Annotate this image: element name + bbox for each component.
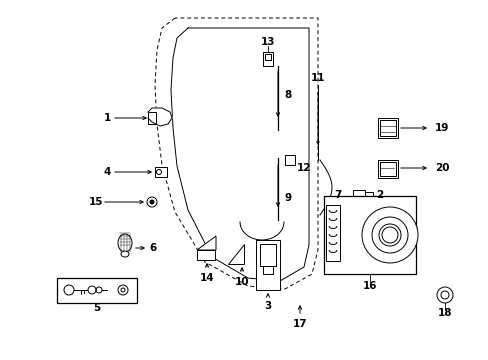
Bar	[57, 278, 137, 302]
Circle shape	[436, 287, 452, 303]
Circle shape	[150, 200, 154, 204]
Circle shape	[371, 217, 407, 253]
Text: 5: 5	[93, 303, 101, 313]
Bar	[197, 250, 215, 260]
Bar	[148, 112, 156, 124]
Text: 19: 19	[434, 123, 448, 133]
Text: 6: 6	[149, 243, 156, 253]
Bar	[263, 52, 272, 66]
Text: 2: 2	[376, 190, 383, 200]
Text: 4: 4	[103, 167, 110, 177]
Bar	[256, 240, 280, 290]
Bar	[263, 266, 272, 274]
Polygon shape	[148, 108, 172, 126]
Text: 15: 15	[88, 197, 103, 207]
Text: 11: 11	[310, 73, 325, 83]
Bar	[379, 120, 395, 136]
Text: 8: 8	[284, 90, 291, 100]
Bar	[379, 162, 395, 176]
Text: 10: 10	[234, 277, 249, 287]
Text: 13: 13	[260, 37, 275, 47]
Circle shape	[361, 207, 417, 263]
Bar	[155, 167, 167, 177]
Text: 18: 18	[437, 308, 451, 318]
Ellipse shape	[121, 251, 129, 257]
Polygon shape	[227, 244, 244, 264]
Text: 17: 17	[292, 319, 306, 329]
Bar	[377, 160, 397, 178]
Bar	[260, 244, 275, 266]
Bar	[352, 190, 364, 200]
Bar	[264, 54, 270, 60]
Text: 7: 7	[334, 190, 341, 200]
Text: 3: 3	[264, 301, 271, 311]
Text: 9: 9	[284, 193, 291, 203]
Bar	[377, 118, 397, 138]
Bar	[325, 205, 339, 261]
Circle shape	[147, 197, 157, 207]
Text: 16: 16	[362, 281, 376, 291]
Polygon shape	[197, 236, 216, 250]
Bar	[285, 155, 294, 165]
Ellipse shape	[118, 234, 132, 252]
Text: 12: 12	[296, 163, 311, 173]
Bar	[364, 192, 372, 198]
Text: 1: 1	[103, 113, 110, 123]
Text: 20: 20	[434, 163, 448, 173]
Text: 14: 14	[199, 273, 214, 283]
Bar	[324, 196, 415, 274]
